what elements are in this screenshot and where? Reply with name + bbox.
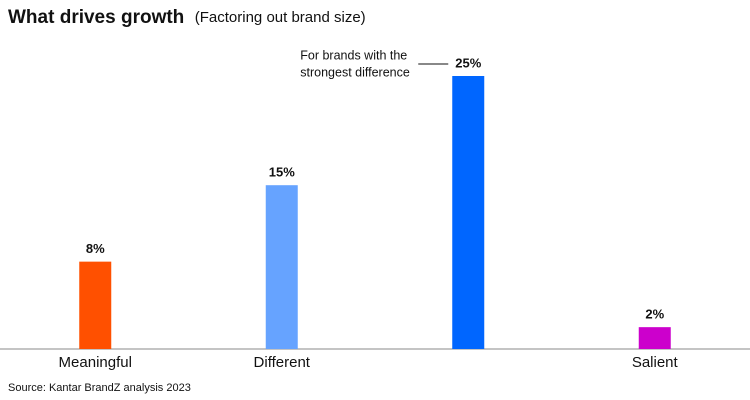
annotation: strongest difference xyxy=(300,65,410,79)
chart-heading: What drives growth (Factoring out brand … xyxy=(8,7,366,28)
bar xyxy=(452,76,485,349)
value-label: 8% xyxy=(86,241,105,256)
bar xyxy=(265,185,298,349)
value-label: 25% xyxy=(455,55,481,70)
bar xyxy=(79,261,112,349)
bar xyxy=(638,327,671,349)
value-label: 15% xyxy=(269,165,295,180)
x-tick-label: Meaningful xyxy=(59,354,132,371)
chart-subtitle: (Factoring out brand size) xyxy=(195,9,366,26)
value-label: 2% xyxy=(645,307,664,322)
source: Source: Kantar BrandZ analysis 2023 xyxy=(8,382,191,394)
x-tick-label: Different xyxy=(254,354,311,371)
chart-title: What drives growth xyxy=(8,7,184,28)
x-tick-label: Salient xyxy=(632,354,679,371)
annotation: For brands with the xyxy=(300,48,407,62)
